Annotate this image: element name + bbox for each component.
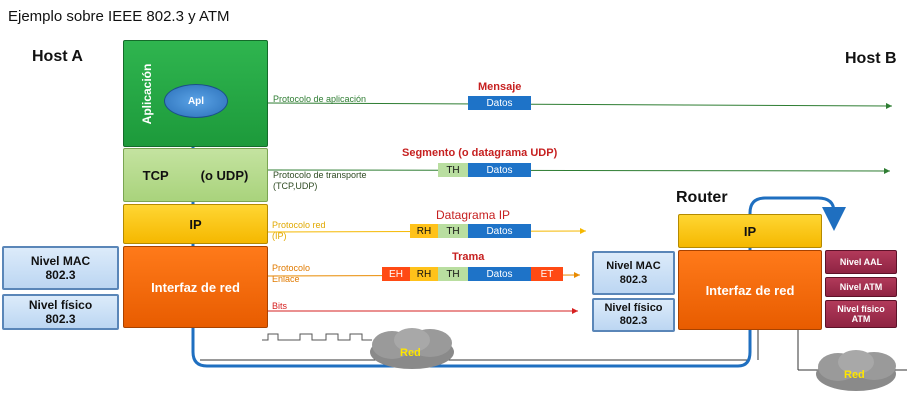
router-ip-layer: IP (678, 214, 822, 248)
segmento-datos: Datos (468, 163, 531, 177)
router-atm-box: Nivel ATM (825, 277, 897, 297)
router-aal-box: Nivel AAL (825, 250, 897, 274)
cloud-red-2 (816, 350, 896, 391)
app-protocol-line (267, 102, 893, 109)
segmento-th: TH (438, 163, 468, 177)
udp-label: (o UDP) (200, 167, 249, 183)
page-title: Ejemplo sobre IEEE 802.3 y ATM (8, 8, 230, 25)
app-protocol-label: Protocolo de aplicación (273, 94, 367, 104)
router-interface-layer: Interfaz de red (678, 250, 822, 330)
transport-protocol-line (267, 167, 891, 174)
router-label: Router (676, 189, 728, 206)
router-mac-box: Nivel MAC 802.3 (592, 251, 675, 295)
host-a-mac-box: Nivel MAC 802.3 (2, 246, 119, 290)
ip-layer: IP (123, 204, 268, 244)
tcp-layer: TCP (o UDP) (123, 148, 268, 202)
cloud-red-1 (370, 328, 454, 369)
router-atm-physical-box: Nivel físico ATM (825, 300, 897, 328)
mensaje-datos: Datos (468, 96, 531, 110)
trama-datos: Datos (468, 267, 531, 281)
segmento-header: Segmento (o datagrama UDP) (402, 147, 558, 159)
trama-et: ET (531, 267, 563, 281)
ip-protocol-label: Protocolo red (IP) (272, 220, 326, 241)
datagrama-rh: RH (410, 224, 438, 238)
trama-th: TH (438, 267, 468, 281)
trama-rh: RH (410, 267, 438, 281)
host-b-label: Host B (845, 50, 897, 67)
mensaje-header: Mensaje (478, 81, 522, 93)
network-interface-layer: Interfaz de red (123, 246, 268, 328)
bits-label: Bits (272, 301, 288, 311)
datagrama-datos: Datos (468, 224, 531, 238)
signal-wave (262, 333, 372, 341)
host-a-label: Host A (32, 48, 83, 65)
tcp-label: TCP (142, 167, 169, 183)
trama-eh: EH (382, 267, 410, 281)
apl-process: Apl (164, 84, 228, 118)
application-layer-label: Aplicación (140, 63, 154, 125)
datagrama-header: Datagrama IP (436, 208, 511, 222)
cloud-red-1-label: Red (400, 347, 421, 359)
cloud-red-2-label: Red (844, 369, 865, 381)
host-a-physical-box: Nivel físico 802.3 (2, 294, 119, 330)
link-protocol-label: Protocolo Enlace (272, 263, 311, 284)
datagrama-th: TH (438, 224, 468, 238)
router-physical-box: Nivel físico 802.3 (592, 298, 675, 332)
trama-header: Trama (452, 251, 485, 263)
transport-protocol-label: Protocolo de transporte (TCP,UDP) (273, 170, 367, 191)
